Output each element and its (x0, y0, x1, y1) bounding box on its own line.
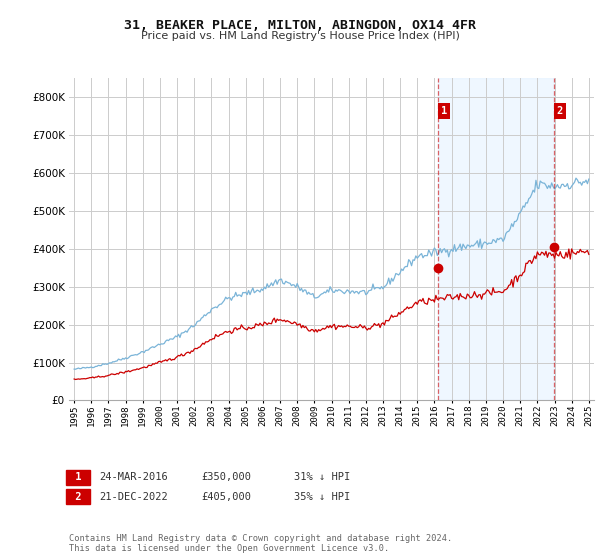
Text: Contains HM Land Registry data © Crown copyright and database right 2024.
This d: Contains HM Land Registry data © Crown c… (69, 534, 452, 553)
Text: 1: 1 (441, 106, 447, 115)
Text: 24-MAR-2016: 24-MAR-2016 (99, 472, 168, 482)
Text: 31% ↓ HPI: 31% ↓ HPI (294, 472, 350, 482)
Bar (438, 78, 554, 400)
Text: 35% ↓ HPI: 35% ↓ HPI (294, 492, 350, 502)
Text: 31, BEAKER PLACE, MILTON, ABINGDON, OX14 4FR: 31, BEAKER PLACE, MILTON, ABINGDON, OX14… (124, 18, 476, 32)
Text: 2: 2 (69, 492, 88, 502)
Text: Price paid vs. HM Land Registry's House Price Index (HPI): Price paid vs. HM Land Registry's House … (140, 31, 460, 41)
Text: £405,000: £405,000 (201, 492, 251, 502)
Text: 1: 1 (69, 472, 88, 482)
Text: 21-DEC-2022: 21-DEC-2022 (99, 492, 168, 502)
Text: £350,000: £350,000 (201, 472, 251, 482)
Text: 2: 2 (557, 106, 563, 115)
